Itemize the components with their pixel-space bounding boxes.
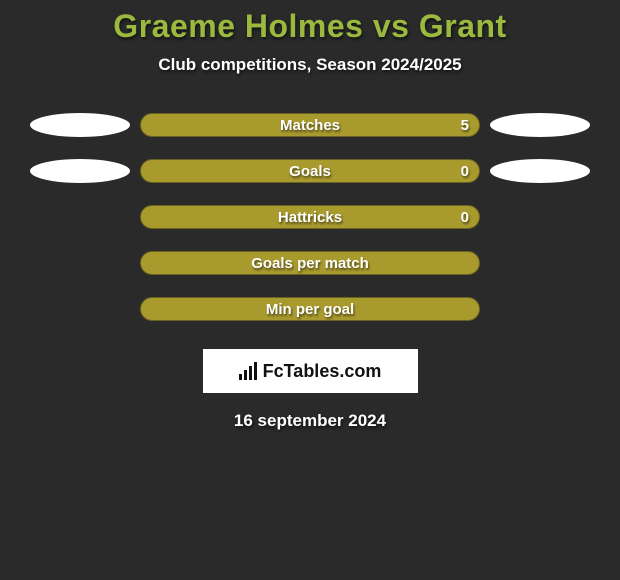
brand-logo[interactable]: FcTables.com [203,349,418,393]
stat-value: 0 [461,209,469,226]
stat-bar: Goals per match [140,251,480,275]
player-avatar-left [30,113,130,137]
stat-label: Matches [280,117,340,134]
stat-row: Matches 5 [0,113,620,137]
player-avatar-right [490,113,590,137]
subtitle: Club competitions, Season 2024/2025 [0,55,620,75]
stat-value: 0 [461,163,469,180]
stat-rows: Matches 5 Goals 0 Hattricks 0 Goals per match M… [0,113,620,321]
avatar-spacer [30,205,130,229]
stat-row: Min per goal [0,297,620,321]
stat-bar: Hattricks 0 [140,205,480,229]
avatar-spacer [490,205,590,229]
avatar-spacer [490,251,590,275]
avatar-spacer [30,251,130,275]
player-avatar-left [30,159,130,183]
avatar-spacer [490,297,590,321]
stat-row: Goals 0 [0,159,620,183]
avatar-spacer [30,297,130,321]
stat-label: Goals per match [251,255,369,272]
player-avatar-right [490,159,590,183]
page-title: Graeme Holmes vs Grant [0,8,620,45]
stat-label: Min per goal [266,301,354,318]
date-label: 16 september 2024 [0,411,620,431]
stat-value: 5 [461,117,469,134]
stat-label: Hattricks [278,209,342,226]
brand-name: FcTables.com [263,361,382,382]
stat-label: Goals [289,163,331,180]
bar-chart-icon [239,362,257,380]
stat-row: Hattricks 0 [0,205,620,229]
comparison-card: Graeme Holmes vs Grant Club competitions… [0,0,620,431]
stat-bar: Goals 0 [140,159,480,183]
stat-row: Goals per match [0,251,620,275]
stat-bar: Min per goal [140,297,480,321]
stat-bar: Matches 5 [140,113,480,137]
